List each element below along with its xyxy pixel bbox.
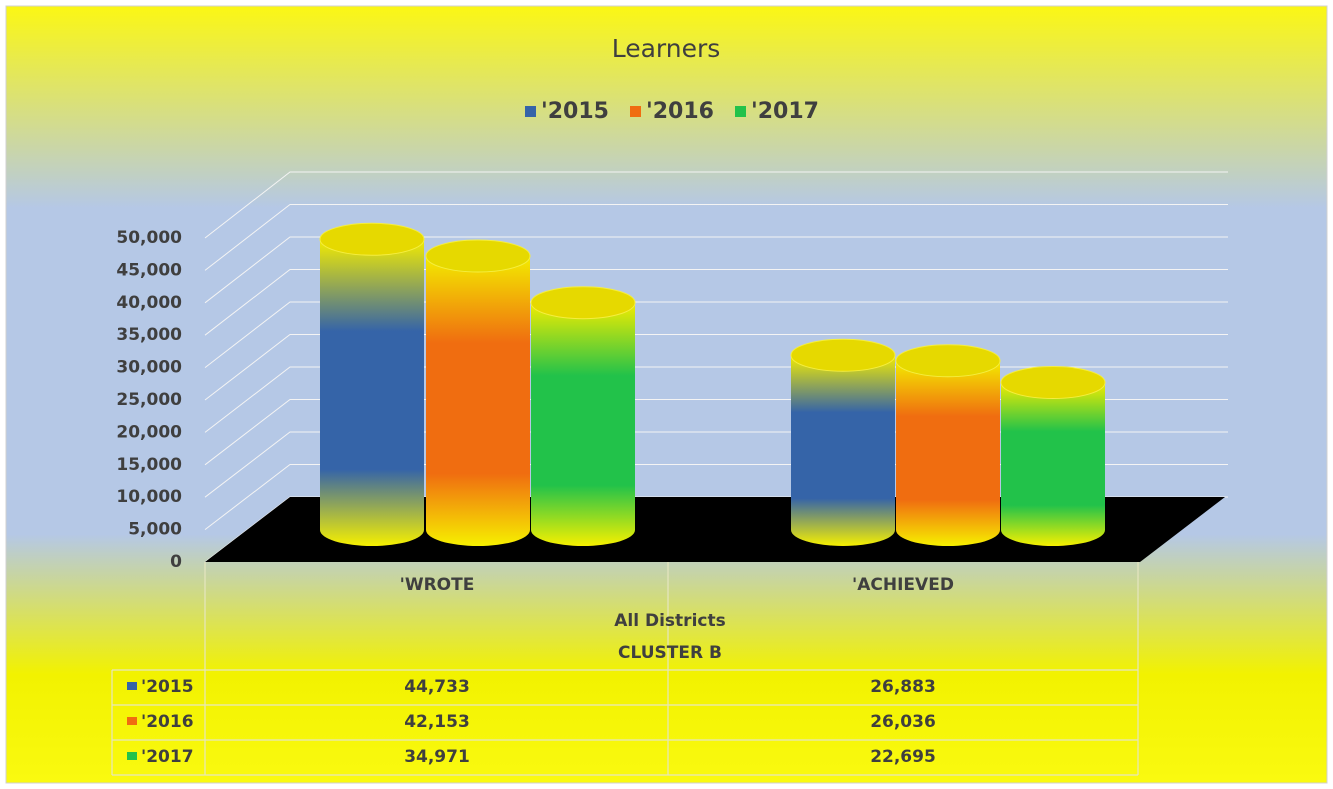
table-series-label: '2016 xyxy=(141,712,194,732)
bar-top xyxy=(319,222,425,256)
table-value: 42,153 xyxy=(404,712,470,732)
y-tick-label: 10,000 xyxy=(116,487,182,507)
table-legend-swatch xyxy=(127,682,137,690)
y-tick-label: 40,000 xyxy=(116,293,182,313)
table-value: 26,883 xyxy=(870,677,936,697)
table-legend-swatch xyxy=(127,752,137,760)
y-tick-label: 50,000 xyxy=(116,228,182,248)
legend-swatch xyxy=(735,106,746,117)
table-value: 26,036 xyxy=(870,712,936,732)
table-value: 22,695 xyxy=(870,747,936,767)
bar-top xyxy=(1000,365,1106,399)
bar xyxy=(1001,382,1105,546)
category-group-label: All Districts xyxy=(614,611,725,631)
legend-label: '2017 xyxy=(751,99,819,124)
grid-line xyxy=(204,204,1228,271)
table-series-label: '2015 xyxy=(141,677,194,697)
legend-swatch xyxy=(525,106,536,117)
legend-label: '2015 xyxy=(541,99,609,124)
y-tick-label: 30,000 xyxy=(116,358,182,378)
chart-background xyxy=(5,5,1328,784)
bar xyxy=(426,256,530,546)
table-value: 44,733 xyxy=(404,677,470,697)
y-tick-label: 25,000 xyxy=(116,390,182,410)
chart-title: Learners xyxy=(612,34,721,63)
y-tick-label: 20,000 xyxy=(116,422,182,442)
grid-line xyxy=(204,236,1228,304)
grid-line xyxy=(204,269,1228,336)
bar xyxy=(896,360,1000,546)
grid-line xyxy=(204,301,1228,368)
bar xyxy=(320,239,424,546)
table-value: 34,971 xyxy=(404,747,470,767)
bar-top xyxy=(425,239,531,273)
table-legend-swatch xyxy=(127,717,137,725)
table-series-label: '2017 xyxy=(141,747,194,767)
category-group-label: CLUSTER B xyxy=(618,643,722,663)
y-tick-label: 5,000 xyxy=(128,520,182,540)
bar xyxy=(531,302,635,546)
grid-line xyxy=(204,334,1228,401)
x-tick-label: 'ACHIEVED xyxy=(852,575,954,595)
bar xyxy=(791,355,895,546)
legend-swatch xyxy=(630,106,641,117)
x-tick-label: 'WROTE xyxy=(400,575,475,595)
bar-top xyxy=(895,344,1001,378)
y-tick-label: 15,000 xyxy=(116,455,182,475)
legend-label: '2016 xyxy=(646,99,714,124)
y-tick-label: 35,000 xyxy=(116,325,182,345)
bar-top xyxy=(790,338,896,372)
data-table-lines xyxy=(111,562,1139,776)
y-tick-label: 0 xyxy=(170,552,182,572)
grid-line xyxy=(204,171,1228,239)
y-tick-label: 45,000 xyxy=(116,260,182,280)
bar-top xyxy=(530,286,636,320)
